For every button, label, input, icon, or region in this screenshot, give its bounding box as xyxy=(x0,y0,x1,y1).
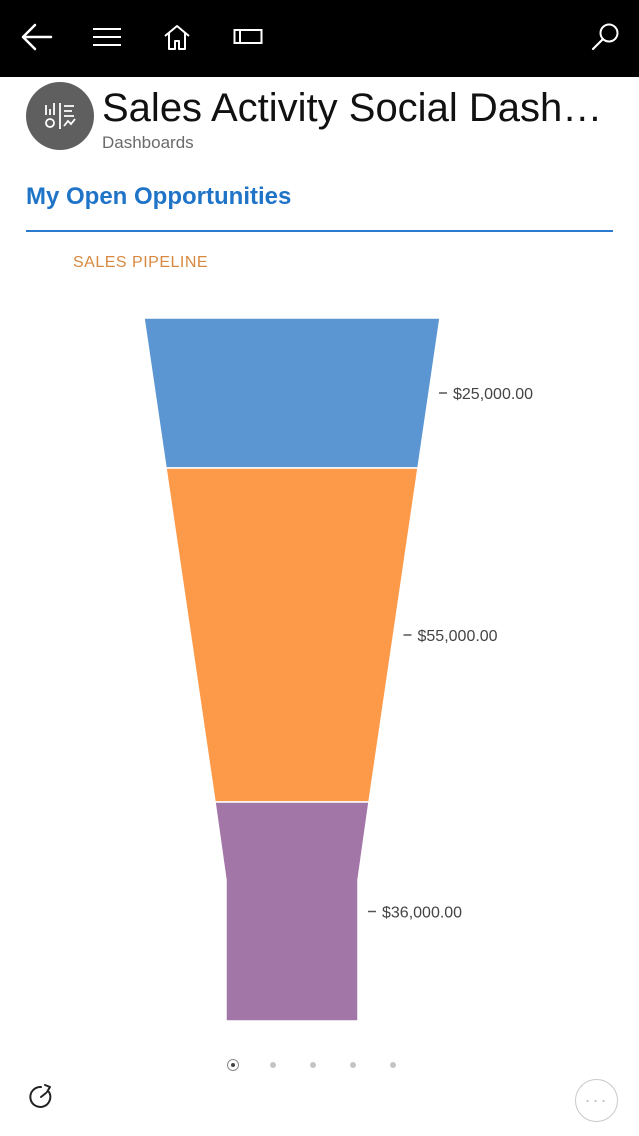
chart-title: SALES PIPELINE xyxy=(73,254,209,271)
section-divider xyxy=(26,230,613,232)
funnel-stage-2[interactable] xyxy=(165,467,419,803)
page-dot-3[interactable] xyxy=(310,1062,316,1068)
more-options-button[interactable]: ··· xyxy=(575,1079,618,1122)
page-dot-4[interactable] xyxy=(350,1062,356,1068)
funnel-value-label: $25,000.00 xyxy=(453,386,533,403)
dashboard-avatar xyxy=(26,82,94,150)
funnel-value-label: $36,000.00 xyxy=(382,905,462,922)
funnel-stage-3[interactable] xyxy=(214,801,370,1022)
search-icon xyxy=(591,23,619,51)
rectangle-view-icon xyxy=(233,29,263,44)
back-button[interactable] xyxy=(14,14,60,60)
section-title[interactable]: My Open Opportunities xyxy=(26,183,292,210)
page-dot-5[interactable] xyxy=(390,1062,396,1068)
back-arrow-icon xyxy=(21,23,53,51)
refresh-icon xyxy=(29,1084,52,1108)
funnel-stage-1[interactable] xyxy=(143,317,441,469)
page-dot-2[interactable] xyxy=(270,1062,276,1068)
sales-pipeline-funnel-chart: $25,000.00 $55,000.00 $36,000.00 xyxy=(143,317,533,1022)
refresh-button[interactable] xyxy=(24,1080,58,1114)
top-navigation-bar xyxy=(0,0,639,77)
hamburger-menu-icon xyxy=(93,28,121,46)
page-dot-1[interactable] xyxy=(227,1059,239,1071)
view-button[interactable] xyxy=(225,14,271,60)
home-button[interactable] xyxy=(154,14,200,60)
dashboard-icon xyxy=(45,103,76,129)
page-indicator xyxy=(227,1058,412,1076)
funnel-value-label: $55,000.00 xyxy=(418,628,498,645)
menu-button[interactable] xyxy=(84,14,130,60)
search-button[interactable] xyxy=(582,14,628,60)
home-icon xyxy=(164,25,190,50)
page-subtitle: Dashboards xyxy=(102,133,194,152)
